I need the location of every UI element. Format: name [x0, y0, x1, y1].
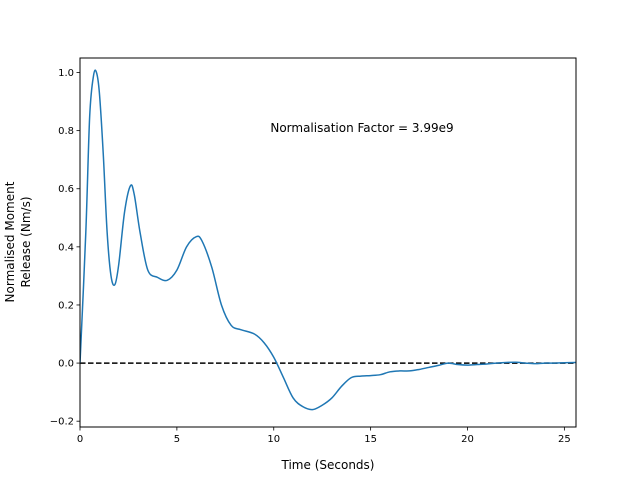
plot-frame — [79, 57, 577, 428]
y-tick-label: 0.2 — [58, 300, 74, 311]
x-axis-label: Time (Seconds) — [281, 458, 375, 472]
x-tick-label: 20 — [461, 434, 474, 445]
y-tick-label: 0.8 — [58, 126, 74, 137]
y-tick-label: 1.0 — [58, 68, 74, 79]
x-tick-label: 0 — [77, 434, 83, 445]
y-axis-label-line-1: Normalised Moment — [3, 181, 17, 302]
y-tick-label: 0.4 — [58, 242, 74, 253]
chart-annotation: Normalisation Factor = 3.99e9 — [270, 121, 453, 135]
y-axis-label-line-2: Release (Nm/s) — [19, 196, 33, 287]
x-tick-label: 15 — [364, 434, 377, 445]
x-tick-label: 10 — [267, 434, 280, 445]
y-tick-label: −0.2 — [50, 417, 74, 428]
x-tick-label: 5 — [174, 434, 180, 445]
y-tick-label: 0.6 — [58, 184, 74, 195]
y-tick-label: 0.0 — [58, 359, 74, 370]
x-tick-label: 25 — [558, 434, 571, 445]
series-line-0 — [80, 69, 576, 411]
